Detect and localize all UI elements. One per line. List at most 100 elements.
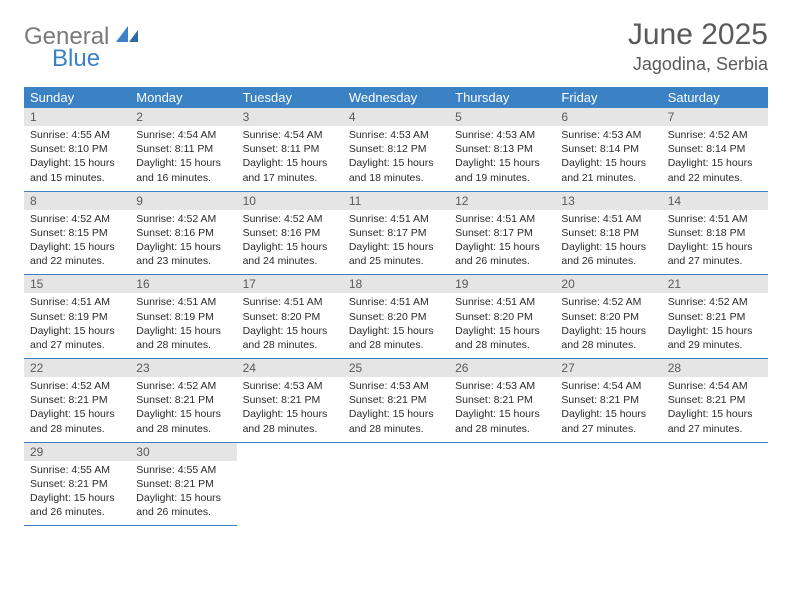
sunrise-line: Sunrise: 4:52 AM [30, 379, 124, 393]
sunrise-line: Sunrise: 4:51 AM [243, 295, 337, 309]
day-number: 18 [343, 275, 449, 293]
logo-sail-icon [116, 26, 138, 49]
daylight-line: Daylight: 15 hours and 27 minutes. [561, 407, 655, 435]
daylight-line: Daylight: 15 hours and 28 minutes. [243, 407, 337, 435]
day-number: 21 [662, 275, 768, 293]
sunrise-line: Sunrise: 4:53 AM [455, 379, 549, 393]
sunrise-line: Sunrise: 4:53 AM [561, 128, 655, 142]
day-data: Sunrise: 4:51 AMSunset: 8:20 PMDaylight:… [343, 293, 449, 358]
day-data: Sunrise: 4:53 AMSunset: 8:12 PMDaylight:… [343, 126, 449, 191]
daylight-line: Daylight: 15 hours and 18 minutes. [349, 156, 443, 184]
col-friday: Friday [555, 87, 661, 108]
day-data: Sunrise: 4:52 AMSunset: 8:21 PMDaylight:… [24, 377, 130, 442]
day-number: 15 [24, 275, 130, 293]
sunrise-line: Sunrise: 4:53 AM [349, 379, 443, 393]
sunset-line: Sunset: 8:21 PM [561, 393, 655, 407]
day-number: 5 [449, 108, 555, 126]
sunrise-line: Sunrise: 4:51 AM [668, 212, 762, 226]
calendar-day-cell: 23Sunrise: 4:52 AMSunset: 8:21 PMDayligh… [130, 359, 236, 443]
day-number: 9 [130, 192, 236, 210]
location-label: Jagodina, Serbia [628, 54, 768, 75]
day-data: Sunrise: 4:53 AMSunset: 8:21 PMDaylight:… [343, 377, 449, 442]
day-number: 28 [662, 359, 768, 377]
sunset-line: Sunset: 8:20 PM [349, 310, 443, 324]
calendar-day-cell: 8Sunrise: 4:52 AMSunset: 8:15 PMDaylight… [24, 191, 130, 275]
sunrise-line: Sunrise: 4:55 AM [30, 463, 124, 477]
calendar-day-cell: 20Sunrise: 4:52 AMSunset: 8:20 PMDayligh… [555, 275, 661, 359]
sunset-line: Sunset: 8:14 PM [668, 142, 762, 156]
day-number: 1 [24, 108, 130, 126]
daylight-line: Daylight: 15 hours and 26 minutes. [561, 240, 655, 268]
calendar-day-cell: 18Sunrise: 4:51 AMSunset: 8:20 PMDayligh… [343, 275, 449, 359]
logo-text-block: General Blue [24, 24, 138, 71]
sunrise-line: Sunrise: 4:52 AM [668, 295, 762, 309]
daylight-line: Daylight: 15 hours and 28 minutes. [349, 324, 443, 352]
sunrise-line: Sunrise: 4:53 AM [455, 128, 549, 142]
day-data: Sunrise: 4:53 AMSunset: 8:14 PMDaylight:… [555, 126, 661, 191]
calendar-day-cell: .. [343, 442, 449, 526]
sunset-line: Sunset: 8:12 PM [349, 142, 443, 156]
sunset-line: Sunset: 8:21 PM [243, 393, 337, 407]
daylight-line: Daylight: 15 hours and 27 minutes. [668, 407, 762, 435]
daylight-line: Daylight: 15 hours and 28 minutes. [30, 407, 124, 435]
sunrise-line: Sunrise: 4:51 AM [30, 295, 124, 309]
sunset-line: Sunset: 8:21 PM [30, 393, 124, 407]
calendar-day-cell: .. [449, 442, 555, 526]
sunset-line: Sunset: 8:21 PM [136, 393, 230, 407]
calendar-day-cell: 16Sunrise: 4:51 AMSunset: 8:19 PMDayligh… [130, 275, 236, 359]
sunrise-line: Sunrise: 4:51 AM [455, 295, 549, 309]
day-number: 8 [24, 192, 130, 210]
daylight-line: Daylight: 15 hours and 28 minutes. [349, 407, 443, 435]
daylight-line: Daylight: 15 hours and 28 minutes. [455, 407, 549, 435]
day-number: 3 [237, 108, 343, 126]
calendar-day-cell: 9Sunrise: 4:52 AMSunset: 8:16 PMDaylight… [130, 191, 236, 275]
col-sunday: Sunday [24, 87, 130, 108]
sunrise-line: Sunrise: 4:52 AM [243, 212, 337, 226]
daylight-line: Daylight: 15 hours and 28 minutes. [136, 324, 230, 352]
day-number: 7 [662, 108, 768, 126]
sunset-line: Sunset: 8:20 PM [455, 310, 549, 324]
calendar-day-cell: 27Sunrise: 4:54 AMSunset: 8:21 PMDayligh… [555, 359, 661, 443]
sunset-line: Sunset: 8:18 PM [668, 226, 762, 240]
sunrise-line: Sunrise: 4:52 AM [136, 379, 230, 393]
sunrise-line: Sunrise: 4:52 AM [30, 212, 124, 226]
daylight-line: Daylight: 15 hours and 22 minutes. [30, 240, 124, 268]
col-wednesday: Wednesday [343, 87, 449, 108]
calendar-day-cell: 7Sunrise: 4:52 AMSunset: 8:14 PMDaylight… [662, 108, 768, 191]
calendar-day-cell: 12Sunrise: 4:51 AMSunset: 8:17 PMDayligh… [449, 191, 555, 275]
calendar-day-cell: .. [237, 442, 343, 526]
day-data: Sunrise: 4:52 AMSunset: 8:14 PMDaylight:… [662, 126, 768, 191]
sunset-line: Sunset: 8:21 PM [668, 393, 762, 407]
day-data: Sunrise: 4:52 AMSunset: 8:21 PMDaylight:… [662, 293, 768, 358]
logo: General Blue [24, 24, 138, 71]
calendar-day-cell: 13Sunrise: 4:51 AMSunset: 8:18 PMDayligh… [555, 191, 661, 275]
day-data: Sunrise: 4:54 AMSunset: 8:21 PMDaylight:… [662, 377, 768, 442]
title-block: June 2025 Jagodina, Serbia [628, 18, 768, 75]
day-number: 23 [130, 359, 236, 377]
sunrise-line: Sunrise: 4:54 AM [243, 128, 337, 142]
calendar-day-cell: .. [662, 442, 768, 526]
sunset-line: Sunset: 8:21 PM [668, 310, 762, 324]
sunrise-line: Sunrise: 4:55 AM [30, 128, 124, 142]
day-number: 4 [343, 108, 449, 126]
sunset-line: Sunset: 8:18 PM [561, 226, 655, 240]
calendar-day-cell: 4Sunrise: 4:53 AMSunset: 8:12 PMDaylight… [343, 108, 449, 191]
daylight-line: Daylight: 15 hours and 16 minutes. [136, 156, 230, 184]
sunset-line: Sunset: 8:21 PM [136, 477, 230, 491]
sunset-line: Sunset: 8:20 PM [243, 310, 337, 324]
calendar-day-cell: 25Sunrise: 4:53 AMSunset: 8:21 PMDayligh… [343, 359, 449, 443]
day-number: 19 [449, 275, 555, 293]
sunset-line: Sunset: 8:13 PM [455, 142, 549, 156]
day-number: 14 [662, 192, 768, 210]
day-number: 12 [449, 192, 555, 210]
sunrise-line: Sunrise: 4:51 AM [455, 212, 549, 226]
daylight-line: Daylight: 15 hours and 15 minutes. [30, 156, 124, 184]
col-thursday: Thursday [449, 87, 555, 108]
day-number: 20 [555, 275, 661, 293]
day-data: Sunrise: 4:54 AMSunset: 8:11 PMDaylight:… [237, 126, 343, 191]
daylight-line: Daylight: 15 hours and 23 minutes. [136, 240, 230, 268]
calendar-week-row: 1Sunrise: 4:55 AMSunset: 8:10 PMDaylight… [24, 108, 768, 191]
day-data: Sunrise: 4:51 AMSunset: 8:18 PMDaylight:… [662, 210, 768, 275]
calendar-day-cell: 30Sunrise: 4:55 AMSunset: 8:21 PMDayligh… [130, 442, 236, 526]
calendar-day-cell: 5Sunrise: 4:53 AMSunset: 8:13 PMDaylight… [449, 108, 555, 191]
